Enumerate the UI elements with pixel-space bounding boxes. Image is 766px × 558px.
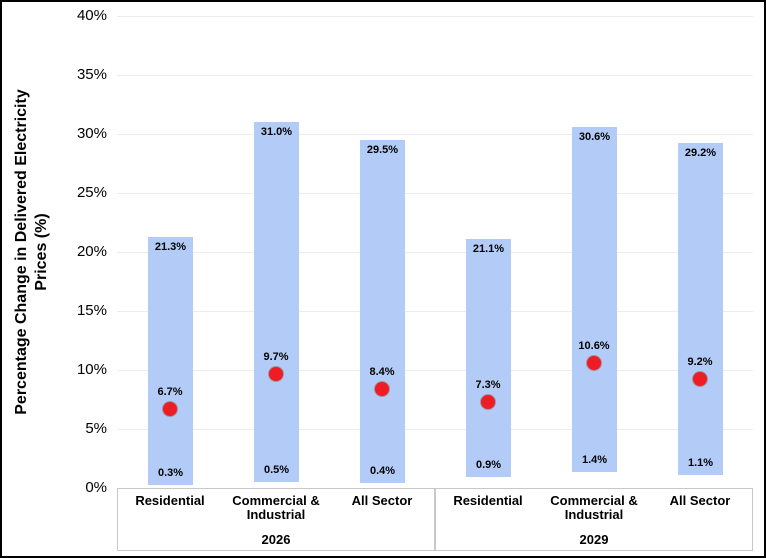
bar-low-label: 1.1% bbox=[687, 457, 714, 469]
y-axis-tick-label: 5% bbox=[85, 420, 107, 437]
marker-dot bbox=[163, 402, 177, 416]
y-axis-tick-label: 15% bbox=[76, 302, 107, 319]
marker-value-label: 6.7% bbox=[157, 386, 183, 398]
y-axis-title: Percentage Change in Delivered Electrici… bbox=[12, 2, 52, 512]
category-label: All Sector bbox=[669, 493, 731, 508]
marker-dot bbox=[481, 395, 495, 409]
category-group-box-2026: 2026 bbox=[117, 488, 435, 551]
range-bar-commercial-industrial: 30.6% 1.4% bbox=[572, 127, 617, 472]
y-gridline bbox=[117, 193, 753, 194]
y-gridline bbox=[117, 370, 753, 371]
y-axis-tick-label: 35% bbox=[76, 66, 107, 83]
bar-low-label: 0.9% bbox=[475, 459, 502, 471]
y-axis-tick-label: 40% bbox=[76, 7, 107, 24]
y-axis-tick-label: 30% bbox=[76, 125, 107, 142]
marker-dot bbox=[693, 372, 707, 386]
range-bar-residential: 21.1% 0.9% bbox=[466, 239, 511, 477]
category-label: All Sector bbox=[351, 493, 413, 508]
category-label: Residential bbox=[135, 493, 205, 508]
marker-dot bbox=[587, 356, 601, 370]
bar-low-label: 0.5% bbox=[263, 464, 290, 476]
range-bar-residential: 21.3% 0.3% bbox=[148, 237, 193, 485]
y-axis-tick-label: 0% bbox=[85, 479, 107, 496]
y-axis-title-line1: Percentage Change in Delivered Electrici… bbox=[13, 89, 30, 415]
y-gridline bbox=[117, 311, 753, 312]
group-year-label: 2026 bbox=[261, 532, 291, 547]
marker-value-label: 10.6% bbox=[578, 340, 610, 352]
bar-high-label: 21.3% bbox=[154, 241, 187, 253]
bar-low-label: 0.4% bbox=[369, 465, 396, 477]
bar-high-label: 30.6% bbox=[578, 131, 611, 143]
bar-high-label: 31.0% bbox=[260, 126, 293, 138]
bar-high-label: 29.2% bbox=[684, 147, 717, 159]
marker-value-label: 9.2% bbox=[687, 356, 713, 368]
category-group-box-2029: 2029 bbox=[435, 488, 753, 551]
category-label: Commercial & Industrial bbox=[550, 493, 638, 522]
bar-low-label: 0.3% bbox=[157, 467, 184, 479]
bar-high-label: 29.5% bbox=[366, 144, 399, 156]
category-label: Residential bbox=[453, 493, 523, 508]
y-gridline bbox=[117, 75, 753, 76]
y-axis-tick-label: 10% bbox=[76, 361, 107, 378]
y-axis-title-line2: Prices (%) bbox=[33, 213, 50, 291]
range-bar-all-sector: 29.2% 1.1% bbox=[678, 143, 723, 475]
range-bar-commercial-industrial: 31.0% 0.5% bbox=[254, 122, 299, 482]
y-axis-tick-label: 25% bbox=[76, 184, 107, 201]
bar-low-label: 1.4% bbox=[581, 454, 608, 466]
y-gridline bbox=[117, 252, 753, 253]
group-year-label: 2029 bbox=[579, 532, 609, 547]
y-gridline bbox=[117, 16, 753, 17]
marker-dot bbox=[375, 382, 389, 396]
marker-dot bbox=[269, 367, 283, 381]
marker-value-label: 8.4% bbox=[369, 366, 395, 378]
marker-value-label: 9.7% bbox=[263, 351, 289, 363]
range-bar-all-sector: 29.5% 0.4% bbox=[360, 140, 405, 483]
y-gridline bbox=[117, 134, 753, 135]
y-axis-tick-label: 20% bbox=[76, 243, 107, 260]
y-gridline bbox=[117, 429, 753, 430]
category-label: Commercial & Industrial bbox=[232, 493, 320, 522]
marker-value-label: 7.3% bbox=[475, 379, 501, 391]
bar-high-label: 21.1% bbox=[472, 243, 505, 255]
